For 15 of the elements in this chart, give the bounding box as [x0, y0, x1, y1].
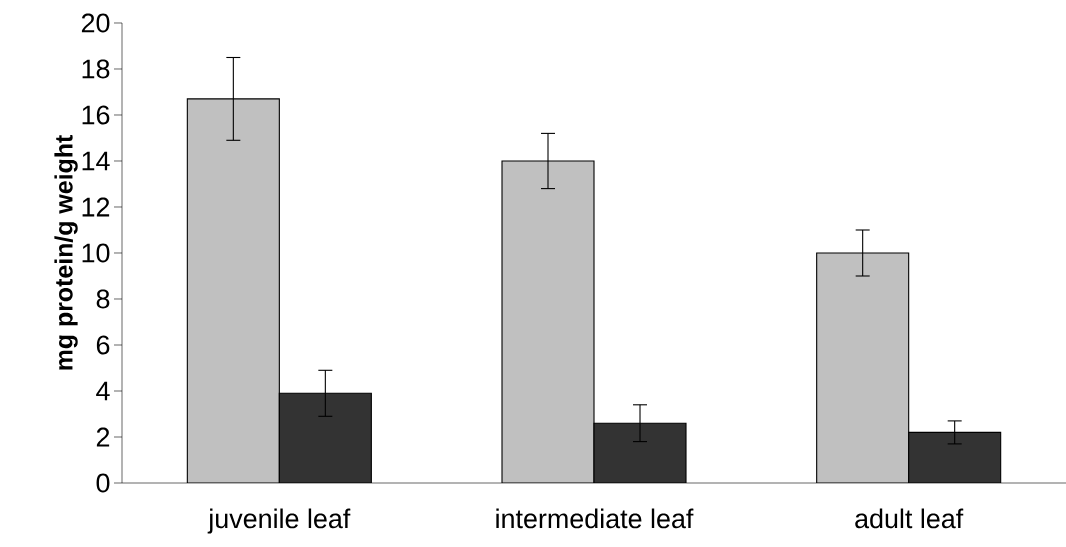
y-tick-label: 2	[96, 427, 110, 447]
x-tick-label: juvenile leaf	[207, 508, 351, 534]
y-tick-label: 16	[82, 105, 110, 125]
y-tick-label: 14	[82, 151, 110, 171]
y-tick-label: 8	[96, 289, 110, 309]
y-axis-title: mg protein/g weight	[54, 135, 78, 370]
x-tick-label: intermediate leaf	[496, 508, 694, 529]
y-tick-label: 20	[81, 13, 110, 33]
y-tick-label: 6	[96, 335, 110, 355]
y-tick-label: 10	[82, 243, 110, 263]
y-tick-label: 4	[96, 381, 110, 401]
y-tick-label: 12	[82, 197, 110, 217]
y-tick-label: 0	[96, 473, 110, 493]
x-tick-label: adult leaf	[855, 508, 964, 529]
y-tick-label: 18	[82, 59, 110, 79]
